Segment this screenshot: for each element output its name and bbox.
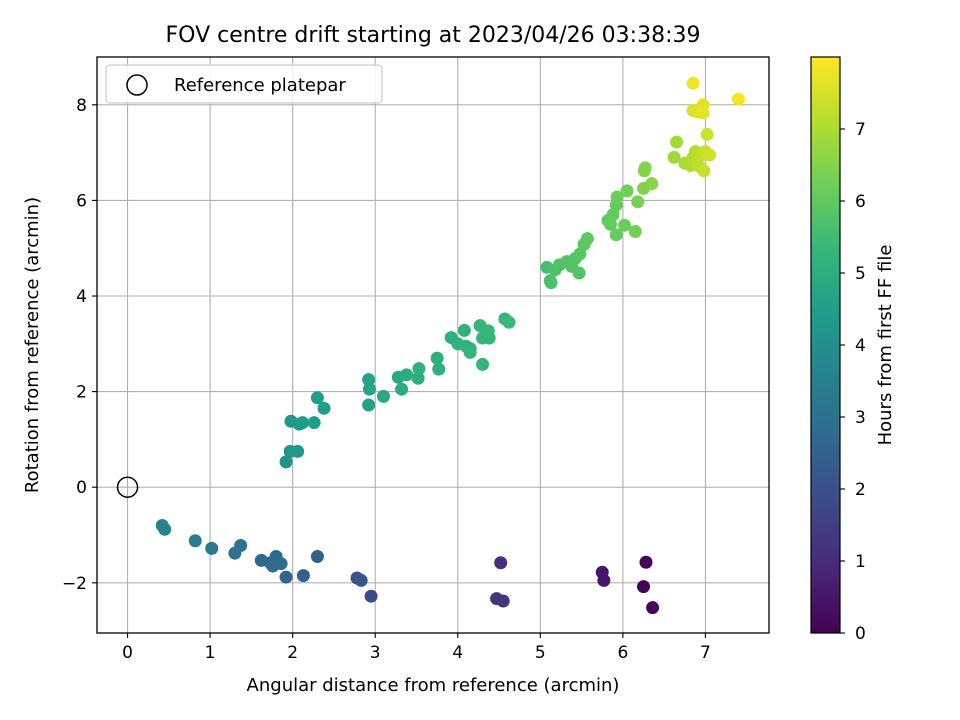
data-point	[618, 218, 632, 232]
data-point	[731, 92, 745, 106]
data-point	[364, 589, 378, 603]
data-point	[609, 228, 623, 242]
data-point	[639, 555, 653, 569]
data-point	[274, 557, 288, 571]
data-point	[645, 177, 659, 191]
data-point	[432, 362, 446, 376]
y-tick-label: 6	[76, 191, 87, 211]
data-point	[667, 150, 681, 164]
colorbar-tick-label: 4	[855, 336, 866, 356]
plot-area: 0 1 2 3 4 5 6 7 −2 0 2 4 6 8	[62, 56, 770, 663]
data-point	[502, 315, 516, 329]
chart-title: FOV centre drift starting at 2023/04/26 …	[166, 23, 701, 48]
data-point	[457, 323, 471, 337]
data-point	[646, 601, 660, 615]
x-tick-label: 7	[700, 643, 711, 663]
legend: Reference platepar	[105, 64, 383, 104]
data-point	[310, 391, 324, 405]
grid-lines	[97, 57, 769, 633]
data-point	[597, 573, 611, 587]
reference-point-layer	[116, 476, 139, 498]
colorbar-tick-label: 6	[855, 192, 866, 212]
y-tick-label: 2	[76, 383, 87, 403]
data-point	[158, 522, 172, 536]
data-point	[307, 416, 321, 430]
y-tick-label: 0	[76, 478, 87, 498]
legend-marker-reference	[126, 74, 148, 96]
x-tick-label: 6	[617, 643, 628, 663]
colorbar-tick-label: 3	[855, 408, 866, 428]
data-point	[476, 357, 490, 371]
colorbar-tick-label: 0	[855, 624, 866, 644]
data-point	[703, 148, 717, 162]
data-point	[620, 184, 634, 198]
data-point	[310, 550, 324, 564]
data-points	[155, 76, 745, 615]
data-point	[481, 324, 495, 338]
colorbar-label: Hours from first FF file	[875, 245, 896, 446]
data-point	[686, 76, 700, 90]
data-point	[376, 389, 390, 403]
legend-label-reference: Reference platepar	[174, 75, 346, 96]
y-axis-ticks: −2 0 2 4 6 8	[62, 96, 97, 594]
data-point	[638, 161, 652, 175]
colorbar-tick-label: 7	[855, 120, 866, 140]
y-axis-label: Rotation from reference (arcmin)	[22, 197, 43, 493]
data-point	[430, 351, 444, 365]
legend-box	[105, 64, 383, 104]
data-point	[296, 569, 310, 583]
data-point	[317, 401, 331, 415]
data-point	[291, 444, 305, 458]
data-point	[228, 546, 242, 560]
colorbar-tick-label: 1	[855, 552, 866, 572]
data-point	[697, 164, 711, 178]
colorbar-gradient	[811, 57, 840, 633]
x-tick-label: 4	[452, 643, 463, 663]
data-point	[362, 398, 376, 412]
data-point	[610, 190, 624, 204]
data-point	[188, 534, 202, 548]
data-point	[296, 416, 310, 430]
data-point	[400, 368, 414, 382]
data-point	[279, 455, 293, 469]
data-point	[463, 345, 477, 359]
data-point	[205, 541, 219, 555]
data-point	[696, 106, 710, 120]
x-tick-label: 2	[287, 643, 298, 663]
x-tick-label: 0	[122, 643, 133, 663]
reference-point-marker	[116, 476, 139, 498]
data-point	[580, 232, 594, 246]
data-point	[362, 382, 376, 396]
colorbar-tick-label: 5	[855, 264, 866, 284]
data-point	[279, 570, 293, 584]
data-point	[362, 373, 376, 387]
data-point	[395, 382, 409, 396]
data-point	[354, 573, 368, 587]
y-tick-label: −2	[62, 574, 87, 594]
data-point	[496, 594, 510, 608]
x-axis-ticks: 0 1 2 3 4 5 6 7	[122, 633, 711, 663]
data-point	[494, 556, 508, 570]
axes-background	[97, 57, 769, 633]
x-tick-label: 1	[205, 643, 216, 663]
data-point	[637, 580, 651, 594]
data-point	[544, 276, 558, 290]
data-point	[700, 127, 714, 141]
x-tick-label: 3	[370, 643, 381, 663]
data-point	[670, 135, 684, 149]
data-point	[412, 362, 426, 376]
colorbar: 0 1 2 3 4 5 6 7 Hours from first FF file	[810, 56, 896, 644]
data-point	[411, 371, 425, 385]
x-tick-label: 5	[535, 643, 546, 663]
y-tick-label: 4	[76, 287, 87, 307]
y-tick-label: 8	[76, 96, 87, 116]
data-point	[628, 224, 642, 238]
colorbar-tick-label: 2	[855, 480, 866, 500]
colorbar-ticks: 0 1 2 3 4 5 6 7	[840, 120, 866, 644]
x-axis-label: Angular distance from reference (arcmin)	[247, 675, 620, 696]
data-point	[631, 195, 645, 209]
data-point	[572, 266, 586, 280]
axes-frame	[96, 56, 770, 634]
